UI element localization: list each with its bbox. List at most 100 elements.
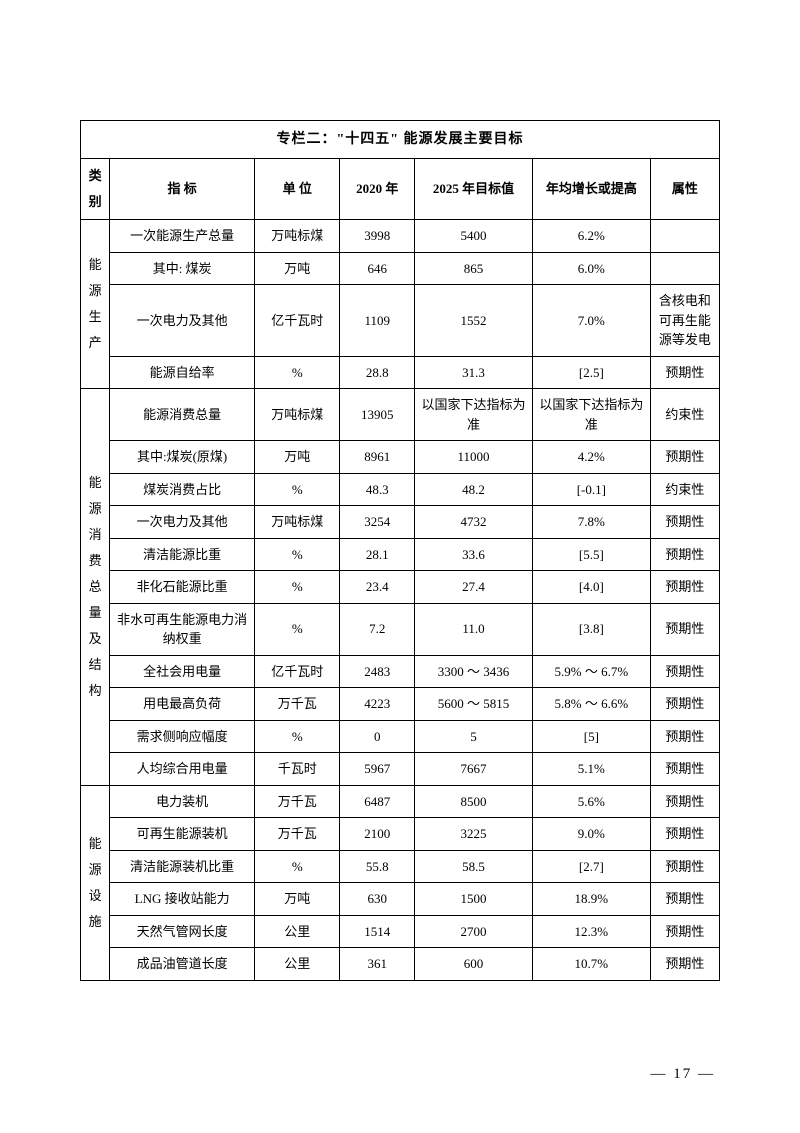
cell: % [255,850,340,883]
cell: 4.2% [532,441,650,474]
cell: 万吨 [255,883,340,916]
cell: 18.9% [532,883,650,916]
table-row: 非化石能源比重 % 23.4 27.4 [4.0] 预期性 [81,571,720,604]
cell: 5.8% ～ 6.6% [532,688,650,721]
cell: 预期性 [650,655,719,688]
cell: 31.3 [415,356,533,389]
cell [650,220,719,253]
cell: 预期性 [650,818,719,851]
table-row: 全社会用电量 亿千瓦时 2483 3300 ～ 3436 5.9% ～ 6.7%… [81,655,720,688]
cell: 电力装机 [110,785,255,818]
table-row: 其中:煤炭(原煤) 万吨 8961 11000 4.2% 预期性 [81,441,720,474]
category-consumption: 能源消费总量及结构 [81,389,110,786]
cell: 一次电力及其他 [110,285,255,357]
table-row: 可再生能源装机 万千瓦 2100 3225 9.0% 预期性 [81,818,720,851]
table-row: 其中: 煤炭 万吨 646 865 6.0% [81,252,720,285]
cell: 清洁能源装机比重 [110,850,255,883]
cell: 9.0% [532,818,650,851]
cell: % [255,720,340,753]
cell: 58.5 [415,850,533,883]
table-row: 需求侧响应幅度 % 0 5 [5] 预期性 [81,720,720,753]
cell: 11000 [415,441,533,474]
table-row: 能源消费总量及结构 能源消费总量 万吨标煤 13905 以国家下达指标为准 以国… [81,389,720,441]
cell: 23.4 [340,571,415,604]
cell: 万吨标煤 [255,220,340,253]
cell: 煤炭消费占比 [110,473,255,506]
cell [650,252,719,285]
cell: 1109 [340,285,415,357]
category-facility: 能源设施 [81,785,110,980]
cell: 630 [340,883,415,916]
cell: 33.6 [415,538,533,571]
cell: 5.1% [532,753,650,786]
cell: 预期性 [650,571,719,604]
cell: 预期性 [650,603,719,655]
cell: 48.2 [415,473,533,506]
cell: 清洁能源比重 [110,538,255,571]
table-row: 天然气管网长度 公里 1514 2700 12.3% 预期性 [81,915,720,948]
cell: 全社会用电量 [110,655,255,688]
cell: 3225 [415,818,533,851]
header-indicator: 指 标 [110,159,255,220]
table-row: 煤炭消费占比 % 48.3 48.2 [-0.1] 约束性 [81,473,720,506]
cell: 亿千瓦时 [255,285,340,357]
cell: [2.5] [532,356,650,389]
table-row: 成品油管道长度 公里 361 600 10.7% 预期性 [81,948,720,981]
cell: % [255,356,340,389]
cell: 3254 [340,506,415,539]
cell: 预期性 [650,356,719,389]
cell: 3300 ～ 3436 [415,655,533,688]
cell: LNG 接收站能力 [110,883,255,916]
cell: [2.7] [532,850,650,883]
cell: 5.6% [532,785,650,818]
cell: 600 [415,948,533,981]
cell: 361 [340,948,415,981]
cell: 其中:煤炭(原煤) [110,441,255,474]
cell: 4223 [340,688,415,721]
category-production: 能源生产 [81,220,110,389]
cell: 预期性 [650,506,719,539]
cell: 用电最高负荷 [110,688,255,721]
cell: 公里 [255,915,340,948]
cell: 8500 [415,785,533,818]
cell: 4732 [415,506,533,539]
cell: 千瓦时 [255,753,340,786]
cell: [5.5] [532,538,650,571]
cell: % [255,538,340,571]
cell: 5400 [415,220,533,253]
cell: % [255,473,340,506]
cell: 预期性 [650,850,719,883]
cell: 非水可再生能源电力消纳权重 [110,603,255,655]
table-row: 一次电力及其他 亿千瓦时 1109 1552 7.0% 含核电和可再生能源等发电 [81,285,720,357]
cell: 万千瓦 [255,818,340,851]
table-row: LNG 接收站能力 万吨 630 1500 18.9% 预期性 [81,883,720,916]
cell: 以国家下达指标为准 [532,389,650,441]
cell: 6.0% [532,252,650,285]
table-row: 能源设施 电力装机 万千瓦 6487 8500 5.6% 预期性 [81,785,720,818]
cell: 含核电和可再生能源等发电 [650,285,719,357]
cell: 5 [415,720,533,753]
cell: 28.8 [340,356,415,389]
cell: 5600 ～ 5815 [415,688,533,721]
cell: 预期性 [650,753,719,786]
cell: 约束性 [650,389,719,441]
cell: 万吨 [255,441,340,474]
cell: 10.7% [532,948,650,981]
cell: 6.2% [532,220,650,253]
cell: % [255,603,340,655]
cell: 预期性 [650,538,719,571]
cell: 3998 [340,220,415,253]
table-row: 一次电力及其他 万吨标煤 3254 4732 7.8% 预期性 [81,506,720,539]
cell: [3.8] [532,603,650,655]
cell: [5] [532,720,650,753]
cell: 55.8 [340,850,415,883]
cell: 需求侧响应幅度 [110,720,255,753]
header-unit: 单 位 [255,159,340,220]
header-attr: 属性 [650,159,719,220]
header-growth: 年均增长或提高 [532,159,650,220]
cell: 5967 [340,753,415,786]
cell: 以国家下达指标为准 [415,389,533,441]
cell: 预期性 [650,883,719,916]
cell: 0 [340,720,415,753]
cell: 预期性 [650,720,719,753]
